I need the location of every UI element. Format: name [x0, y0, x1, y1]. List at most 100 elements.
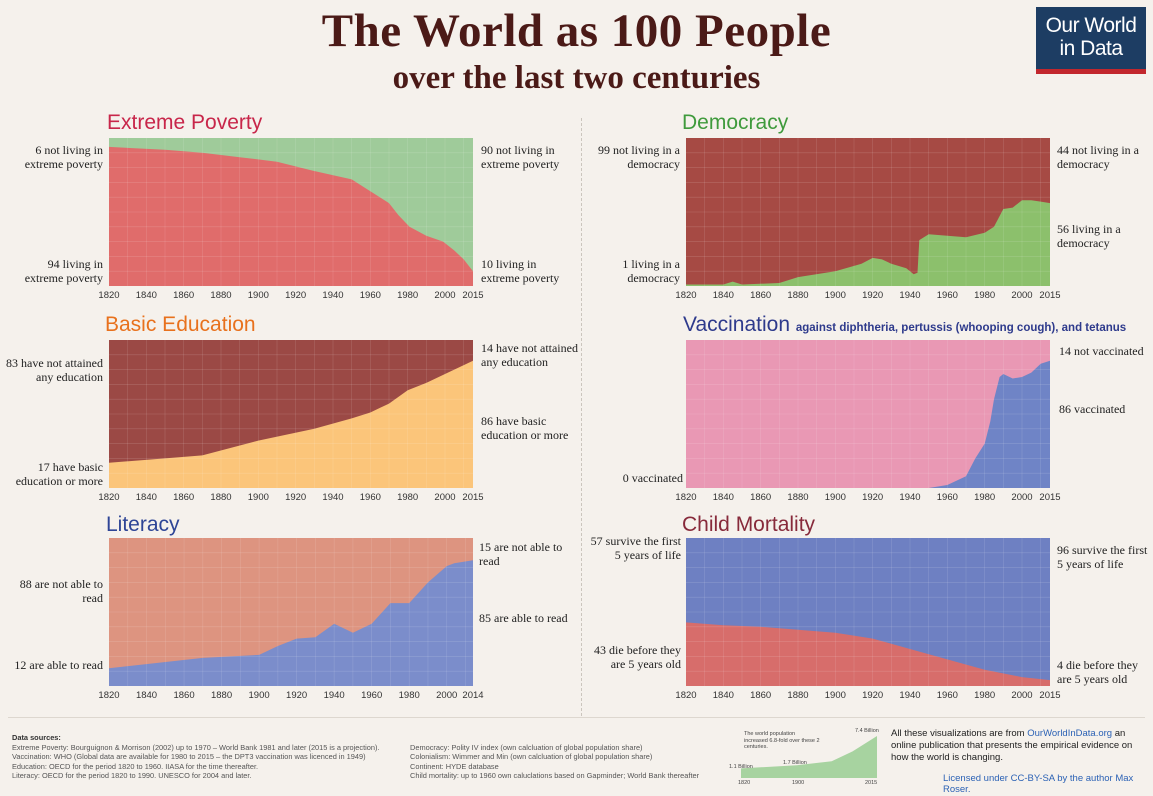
x-tick-label: 1900 — [247, 492, 269, 503]
about-text-post: an online publication that presents the … — [891, 728, 1133, 763]
license-link[interactable]: Licensed under CC-BY-SA by the author Ma… — [943, 773, 1134, 795]
x-tick-label: 1940 — [899, 290, 921, 301]
education-right-top-label: 14 have not attained any education — [481, 341, 578, 369]
poverty-right-top-label: 90 not living in extreme poverty — [481, 143, 560, 171]
x-tick-label: 1920 — [862, 290, 884, 301]
literacy-title: Literacy — [106, 513, 180, 536]
x-tick-label: 1940 — [323, 690, 345, 701]
x-tick-label: 1900 — [247, 290, 269, 301]
x-tick-label: 1920 — [285, 290, 307, 301]
democracy-left-bottom-label: 1 living in a democracy — [622, 257, 680, 285]
x-tick-label: 2000 — [436, 690, 458, 701]
vaccination-right-top-label: 14 not vaccinated — [1059, 344, 1144, 358]
x-tick-label: 1820 — [98, 492, 120, 503]
x-tick-label: 2000 — [1011, 492, 1033, 503]
x-tick-label: 2015 — [1039, 290, 1061, 301]
x-tick-label: 2015 — [462, 290, 484, 301]
population-mini-chart — [741, 736, 877, 778]
x-tick-label: 1840 — [712, 492, 734, 503]
literacy-left-bottom-label: 12 are able to read — [14, 658, 103, 672]
x-tick-label: 1960 — [936, 492, 958, 503]
vaccination-title: Vaccination against diphtheria, pertussi… — [683, 313, 1126, 337]
logo-accent-bar — [1036, 69, 1146, 74]
x-tick-label: 1860 — [750, 290, 772, 301]
extreme-poverty-title: Extreme Poverty — [107, 111, 263, 134]
population-tick: 2015 — [865, 780, 878, 786]
series-area-living-in-a-democracy — [686, 200, 1050, 286]
sources-heading: Data sources: — [12, 733, 61, 742]
x-tick-label: 1880 — [210, 690, 233, 701]
x-tick-label: 1840 — [712, 290, 734, 301]
source-line: Continent: HYDE database — [410, 761, 499, 771]
literacy-left-top-label: 88 are not able to read — [19, 577, 103, 605]
vaccination-chart — [686, 340, 1050, 488]
x-tick-label: 1860 — [750, 492, 772, 503]
x-tick-label: 1980 — [974, 492, 996, 503]
x-tick-label: 1980 — [974, 290, 996, 301]
x-tick-label: 1840 — [135, 492, 157, 503]
source-line: Colonialism: Wimmer and Min (own calclua… — [410, 752, 653, 762]
series-area-living-in-extreme-poverty — [109, 146, 473, 286]
population-area — [741, 736, 877, 778]
x-tick-label: 1900 — [824, 690, 846, 701]
vaccination-right-bottom-label: 86 vaccinated — [1059, 402, 1126, 416]
x-tick-label: 2000 — [434, 290, 456, 301]
extreme-poverty-chart — [109, 138, 473, 286]
x-tick-label: 1880 — [210, 290, 232, 301]
democracy-title: Democracy — [682, 111, 789, 134]
x-tick-label: 1820 — [675, 290, 697, 301]
mortality-right-bottom-label: 4 die before they are 5 years old — [1057, 658, 1138, 686]
x-tick-label: 1960 — [359, 492, 381, 503]
x-tick-label: 1940 — [899, 690, 921, 701]
source-line: Extreme Poverty: Bourguignon & Morrison … — [12, 742, 380, 752]
x-tick-label: 1900 — [824, 290, 846, 301]
education-left-bottom-label: 17 have basic education or more — [15, 460, 103, 488]
source-line: Education: OECD for the period 1820 to 1… — [12, 761, 259, 771]
x-tick-label: 1940 — [899, 492, 921, 503]
x-tick-label: 1960 — [361, 690, 383, 701]
basic-education-chart — [109, 340, 473, 488]
mortality-right-top-label: 96 survive the first 5 years of life — [1057, 543, 1148, 571]
x-tick-label: 1960 — [359, 290, 381, 301]
mortality-left-top-label: 57 survive the first 5 years of life — [590, 534, 681, 562]
x-tick-label: 1920 — [285, 492, 307, 503]
child-mortality-title: Child Mortality — [682, 513, 816, 536]
population-1900-label: 1.7 Billion — [783, 760, 807, 766]
vaccination-left-bottom-label: 0 vaccinated — [622, 471, 683, 485]
basic-education-title: Basic Education — [105, 313, 256, 336]
x-tick-label: 1840 — [712, 690, 734, 701]
x-tick-label: 1820 — [98, 690, 120, 701]
x-tick-label: 1920 — [286, 690, 308, 701]
x-tick-label: 2015 — [1039, 690, 1061, 701]
owid-logo[interactable]: Our World in Data — [1036, 7, 1146, 74]
population-1820-label: 1.1 Billion — [729, 764, 753, 770]
democracy-left-top-label: 99 not living in a democracy — [598, 143, 680, 171]
x-tick-label: 1860 — [173, 492, 195, 503]
source-line: Literacy: OECD for the period 1820 to 19… — [12, 771, 252, 781]
about-text: All these visualizations are from OurWor… — [891, 728, 1146, 764]
x-tick-label: 1940 — [322, 492, 344, 503]
x-tick-label: 1880 — [210, 492, 232, 503]
x-tick-label: 1980 — [398, 690, 420, 701]
x-tick-label: 2015 — [1039, 492, 1061, 503]
vaccination-subtitle: against diphtheria, pertussis (whooping … — [795, 322, 1127, 334]
owid-link[interactable]: OurWorldInData.org — [1027, 728, 1113, 739]
x-tick-label: 1820 — [675, 492, 697, 503]
x-tick-label: 1980 — [397, 290, 419, 301]
x-tick-label: 1840 — [135, 290, 157, 301]
x-tick-label: 1900 — [824, 492, 846, 503]
page-subtitle: over the last two centuries — [392, 60, 761, 96]
x-tick-label: 1980 — [397, 492, 419, 503]
source-line: Democracy: Polity IV index (own calcluat… — [410, 742, 643, 752]
series-area-vaccinated — [686, 360, 1050, 488]
logo-line-1: Our World — [1045, 14, 1137, 37]
x-tick-label: 2015 — [462, 492, 484, 503]
mortality-left-bottom-label: 43 die before they are 5 years old — [594, 643, 681, 671]
democracy-chart — [686, 138, 1050, 286]
x-tick-label: 1920 — [862, 492, 884, 503]
population-2015-label: 7.4 Billion — [855, 728, 879, 734]
source-line: Child mortality: up to 1960 own caluclat… — [410, 771, 700, 781]
x-tick-label: 1880 — [787, 690, 809, 701]
population-tick: 1900 — [792, 780, 805, 786]
literacy-right-top-label: 15 are not able to read — [479, 540, 563, 568]
